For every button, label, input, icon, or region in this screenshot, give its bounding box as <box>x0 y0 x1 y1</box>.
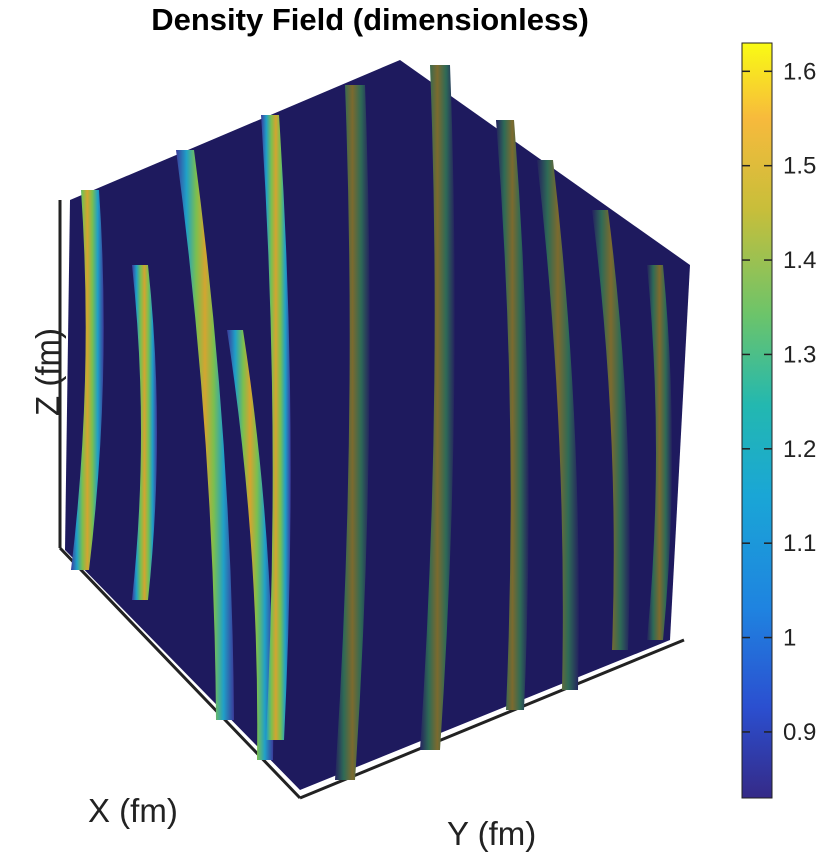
density-band <box>592 210 630 650</box>
density-band <box>647 265 672 640</box>
density-band <box>176 150 234 720</box>
colorbar-tick-label: 1.1 <box>783 530 816 557</box>
density-stripes <box>71 65 672 780</box>
density-band <box>227 330 274 760</box>
colorbar-tick-label: 1.3 <box>783 341 816 368</box>
colorbar-tick-label: 0.9 <box>783 719 816 746</box>
density-band <box>496 120 529 710</box>
density-band <box>420 65 455 750</box>
isosurface-volume <box>65 60 690 790</box>
colorbar-gradient <box>741 42 773 799</box>
colorbar-tick-label: 1 <box>783 625 796 652</box>
density-band <box>132 265 157 600</box>
colorbar-tick-label: 1.6 <box>783 58 816 85</box>
density-band <box>335 85 370 780</box>
x-axis-label: X (fm) <box>88 792 178 829</box>
y-axis-label: Y (fm) <box>447 815 537 852</box>
colorbar-tick-label: 1.2 <box>783 436 816 463</box>
colorbar: 0.9 1 1.1 1.2 1.3 1.4 1.5 1.6 <box>741 42 816 799</box>
colorbar-tick-label: 1.4 <box>783 247 816 274</box>
chart-title: Density Field (dimensionless) <box>151 2 589 37</box>
density-band <box>537 160 579 690</box>
colorbar-ticks: 0.9 1 1.1 1.2 1.3 1.4 1.5 1.6 <box>742 58 816 746</box>
colorbar-tick-label: 1.5 <box>783 153 816 180</box>
density-band <box>261 115 291 740</box>
density-band <box>71 190 104 570</box>
